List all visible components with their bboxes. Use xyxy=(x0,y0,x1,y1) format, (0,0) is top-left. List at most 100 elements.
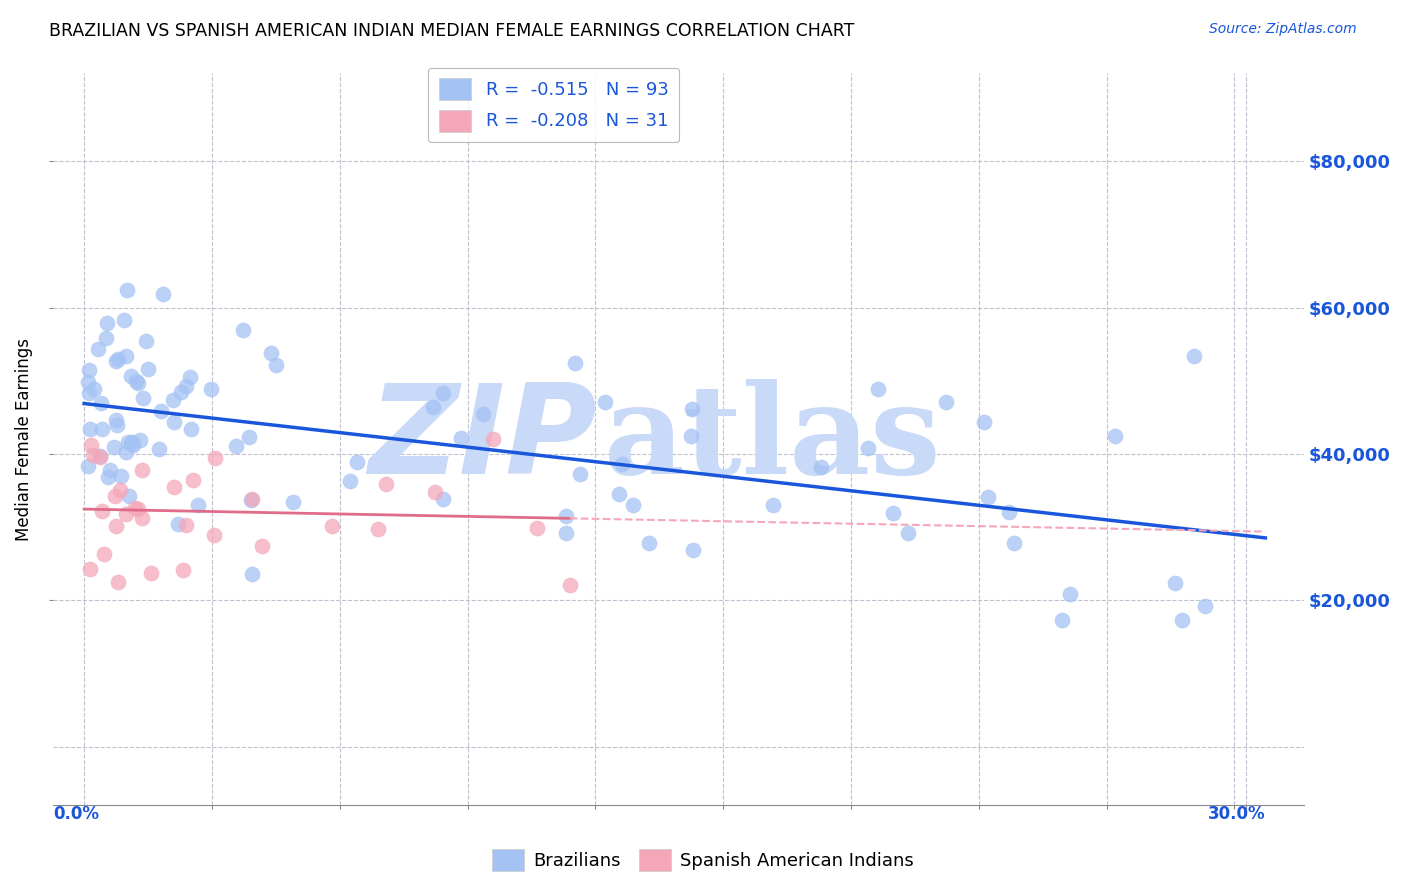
Point xyxy=(204,451,226,466)
Point xyxy=(367,522,389,536)
Point xyxy=(79,562,101,576)
Point xyxy=(110,469,132,483)
Point xyxy=(89,450,111,464)
Point xyxy=(118,489,141,503)
Point xyxy=(117,435,139,450)
Point xyxy=(93,547,115,561)
Point xyxy=(762,498,785,512)
Point xyxy=(200,382,222,396)
Text: 0.0%: 0.0% xyxy=(53,805,100,823)
Point xyxy=(681,429,703,443)
Point xyxy=(170,384,193,399)
Point xyxy=(339,474,361,488)
Point xyxy=(131,463,153,477)
Point xyxy=(621,498,644,512)
Point xyxy=(115,349,138,363)
Point xyxy=(682,543,704,558)
Point xyxy=(232,323,254,337)
Point xyxy=(83,382,105,396)
Point xyxy=(858,442,880,456)
Point xyxy=(96,316,118,330)
Point xyxy=(260,346,283,360)
Point xyxy=(136,361,159,376)
Point xyxy=(121,435,143,450)
Point xyxy=(607,487,630,501)
Point xyxy=(91,422,114,436)
Point xyxy=(112,312,135,326)
Point xyxy=(180,422,202,436)
Point xyxy=(423,485,446,500)
Y-axis label: Median Female Earnings: Median Female Earnings xyxy=(15,338,32,541)
Point xyxy=(450,431,472,445)
Legend: R =  -0.515   N = 93, R =  -0.208   N = 31: R = -0.515 N = 93, R = -0.208 N = 31 xyxy=(427,68,679,143)
Point xyxy=(1002,536,1025,550)
Point xyxy=(1164,576,1187,591)
Point xyxy=(105,413,128,427)
Point xyxy=(128,434,150,448)
Point xyxy=(977,491,1000,505)
Point xyxy=(115,507,138,521)
Point xyxy=(472,407,495,421)
Point xyxy=(167,516,190,531)
Point xyxy=(127,502,149,516)
Point xyxy=(610,457,633,471)
Point xyxy=(897,526,920,541)
Point xyxy=(79,438,101,452)
Point xyxy=(555,526,578,541)
Point xyxy=(283,495,305,509)
Point xyxy=(238,429,260,443)
Point xyxy=(105,418,128,433)
Point xyxy=(150,404,173,418)
Point xyxy=(97,470,120,484)
Point xyxy=(1104,429,1126,443)
Point xyxy=(90,504,112,518)
Point xyxy=(104,519,127,533)
Point xyxy=(558,578,581,592)
Point xyxy=(1059,587,1081,601)
Point xyxy=(593,395,616,409)
Point xyxy=(90,396,112,410)
Point xyxy=(935,395,957,409)
Point xyxy=(115,283,138,297)
Point xyxy=(482,433,505,447)
Point xyxy=(141,566,163,580)
Point xyxy=(973,415,995,429)
Legend: Brazilians, Spanish American Indians: Brazilians, Spanish American Indians xyxy=(485,842,921,879)
Point xyxy=(555,509,578,524)
Point xyxy=(124,500,146,515)
Point xyxy=(174,518,197,533)
Point xyxy=(104,354,127,368)
Point xyxy=(115,445,138,459)
Point xyxy=(107,351,129,366)
Point xyxy=(250,539,273,553)
Point xyxy=(89,449,111,463)
Point xyxy=(568,467,591,481)
Point xyxy=(181,473,204,487)
Point xyxy=(240,492,263,507)
Point xyxy=(125,374,148,388)
Point xyxy=(882,507,904,521)
Point xyxy=(187,498,209,512)
Text: 30.0%: 30.0% xyxy=(1208,805,1265,823)
Point xyxy=(266,358,288,372)
Point xyxy=(240,566,263,581)
Point xyxy=(526,521,548,535)
Point xyxy=(162,480,184,494)
Point xyxy=(202,528,225,542)
Point xyxy=(104,489,127,503)
Point xyxy=(77,375,100,389)
Point xyxy=(179,370,201,384)
Point xyxy=(564,355,586,369)
Text: ZIP: ZIP xyxy=(368,379,598,500)
Point xyxy=(637,535,659,549)
Point xyxy=(810,459,832,474)
Point xyxy=(132,391,155,405)
Point xyxy=(681,402,703,417)
Point xyxy=(172,563,194,577)
Text: atlas: atlas xyxy=(603,379,941,500)
Point xyxy=(163,415,186,429)
Point xyxy=(1182,349,1205,363)
Point xyxy=(1171,613,1194,627)
Point xyxy=(225,438,247,452)
Text: BRAZILIAN VS SPANISH AMERICAN INDIAN MEDIAN FEMALE EARNINGS CORRELATION CHART: BRAZILIAN VS SPANISH AMERICAN INDIAN MED… xyxy=(49,22,855,40)
